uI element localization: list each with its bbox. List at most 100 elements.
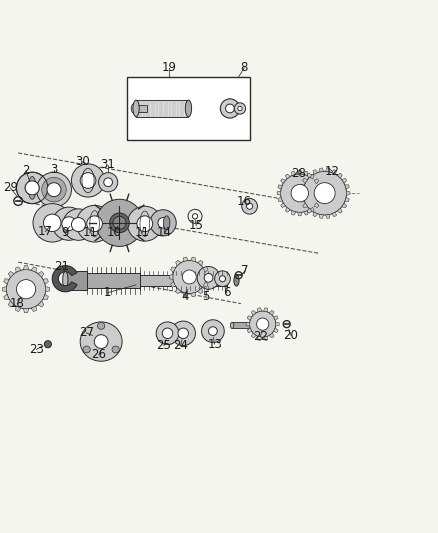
Circle shape — [178, 328, 188, 338]
Text: 28: 28 — [291, 167, 306, 181]
Circle shape — [204, 273, 213, 282]
Polygon shape — [281, 203, 286, 207]
Bar — [127, 77, 250, 140]
Circle shape — [104, 178, 113, 187]
Polygon shape — [304, 171, 308, 176]
Polygon shape — [171, 282, 176, 287]
Polygon shape — [317, 197, 322, 201]
Polygon shape — [309, 174, 314, 179]
Circle shape — [17, 172, 48, 204]
Circle shape — [99, 173, 118, 192]
Polygon shape — [198, 260, 203, 266]
Polygon shape — [8, 301, 14, 307]
Text: 24: 24 — [173, 340, 188, 352]
Text: 8: 8 — [240, 61, 248, 75]
Polygon shape — [337, 208, 342, 213]
Polygon shape — [31, 306, 36, 312]
Text: 16: 16 — [237, 196, 252, 208]
Circle shape — [43, 214, 61, 231]
Circle shape — [215, 271, 230, 287]
Polygon shape — [342, 179, 346, 183]
Circle shape — [150, 210, 176, 236]
Polygon shape — [319, 214, 324, 219]
Polygon shape — [314, 179, 319, 184]
Polygon shape — [319, 168, 324, 172]
Polygon shape — [273, 316, 278, 320]
Ellipse shape — [234, 275, 239, 286]
Text: 9: 9 — [62, 226, 69, 239]
Text: 29: 29 — [3, 181, 18, 195]
Polygon shape — [251, 333, 256, 338]
Polygon shape — [46, 287, 49, 292]
Polygon shape — [313, 169, 318, 174]
Circle shape — [291, 184, 308, 202]
Ellipse shape — [83, 346, 90, 353]
Circle shape — [113, 216, 126, 229]
Circle shape — [242, 198, 258, 214]
Polygon shape — [203, 267, 208, 272]
Polygon shape — [300, 191, 303, 195]
Polygon shape — [346, 191, 350, 195]
Circle shape — [162, 328, 173, 338]
Bar — [87, 272, 140, 288]
Text: 7: 7 — [241, 264, 249, 277]
Circle shape — [110, 213, 129, 233]
Polygon shape — [23, 265, 29, 270]
Polygon shape — [307, 208, 312, 213]
Circle shape — [44, 341, 51, 348]
Polygon shape — [183, 293, 188, 297]
Polygon shape — [251, 310, 256, 316]
Polygon shape — [247, 316, 252, 320]
Polygon shape — [191, 293, 195, 297]
Circle shape — [247, 203, 253, 209]
Text: 11: 11 — [82, 227, 97, 239]
Polygon shape — [206, 274, 209, 280]
Polygon shape — [278, 185, 282, 189]
Polygon shape — [273, 328, 278, 333]
Text: 25: 25 — [156, 340, 171, 352]
Polygon shape — [325, 168, 330, 172]
Polygon shape — [317, 185, 322, 189]
Bar — [65, 271, 87, 290]
Circle shape — [182, 270, 196, 284]
Text: 2: 2 — [22, 164, 30, 177]
Polygon shape — [300, 197, 304, 201]
Circle shape — [192, 214, 198, 219]
Ellipse shape — [163, 216, 170, 230]
Text: 4: 4 — [181, 290, 189, 303]
Polygon shape — [258, 308, 262, 312]
Polygon shape — [309, 207, 314, 212]
Polygon shape — [8, 271, 14, 277]
Polygon shape — [345, 197, 349, 201]
Text: 10: 10 — [107, 227, 122, 239]
Text: 1: 1 — [104, 286, 111, 299]
Circle shape — [33, 204, 71, 242]
Circle shape — [36, 172, 71, 207]
Polygon shape — [191, 257, 195, 262]
Text: 6: 6 — [223, 286, 231, 299]
Circle shape — [71, 217, 85, 231]
Text: 12: 12 — [325, 165, 340, 178]
Bar — [134, 105, 147, 112]
Polygon shape — [304, 211, 308, 215]
Text: 21: 21 — [54, 260, 69, 273]
Text: 23: 23 — [29, 343, 44, 356]
Circle shape — [156, 322, 179, 345]
Circle shape — [52, 207, 85, 240]
Circle shape — [7, 270, 46, 309]
Ellipse shape — [63, 271, 68, 290]
Polygon shape — [300, 185, 304, 189]
Polygon shape — [298, 212, 302, 216]
Polygon shape — [264, 308, 268, 312]
Circle shape — [201, 320, 224, 343]
Circle shape — [137, 216, 153, 231]
Circle shape — [62, 217, 76, 231]
Circle shape — [94, 335, 108, 349]
Polygon shape — [3, 287, 7, 292]
Circle shape — [257, 318, 269, 330]
Text: 27: 27 — [79, 326, 94, 340]
Circle shape — [17, 280, 35, 299]
Polygon shape — [203, 282, 208, 287]
Circle shape — [25, 181, 39, 195]
Ellipse shape — [98, 322, 105, 329]
